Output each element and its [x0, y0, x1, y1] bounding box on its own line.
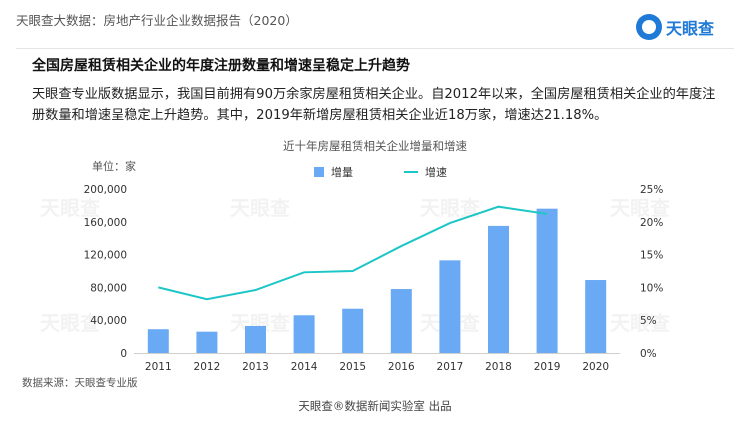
- x-tick-label: 2020: [582, 361, 609, 373]
- y-left-tick-label: 160,000: [84, 217, 127, 229]
- body-paragraph: 天眼查专业版数据显示，我国目前拥有90万余家房屋租赁相关企业。自2012年以来，…: [32, 87, 716, 123]
- y-left-tick-label: 80,000: [90, 282, 127, 294]
- bar-2018: [488, 225, 509, 353]
- y-right-tick-label: 10%: [640, 282, 663, 294]
- x-tick-label: 2011: [145, 361, 172, 373]
- x-tick-label: 2013: [242, 361, 269, 373]
- y-left-tick-label: 200,000: [84, 184, 127, 196]
- bar-2016: [390, 289, 412, 353]
- watermark-text: 天眼查: [40, 196, 100, 220]
- brand-logo: 天眼查: [635, 14, 714, 40]
- y-right-tick-label: 0%: [640, 348, 657, 360]
- y-right-tick-label: 20%: [640, 217, 663, 229]
- unit-label: 单位：家: [92, 159, 136, 173]
- section-headline: 全国房屋租赁相关企业的年度注册数量和增速呈稳定上升趋势: [32, 58, 410, 74]
- x-tick-label: 2016: [388, 361, 415, 373]
- bar-2015: [342, 308, 364, 353]
- y-left-tick-label: 120,000: [84, 250, 127, 262]
- bar-2013: [245, 325, 266, 353]
- logo-icon: [635, 14, 662, 40]
- x-tick-label: 2019: [534, 361, 561, 373]
- y-left-tick-label: 40,000: [90, 315, 127, 327]
- watermark-text: 天眼查: [610, 196, 670, 220]
- x-tick-label: 2017: [437, 361, 464, 373]
- report-title: 天眼查大数据：房地产行业企业数据报告（2020）: [16, 13, 298, 28]
- y-right-tick-label: 15%: [640, 250, 663, 262]
- watermark-text: 天眼查: [40, 311, 100, 335]
- y-right-tick-label: 5%: [640, 315, 657, 327]
- credit-line: 天眼查®数据新闻实验室 出品: [298, 399, 452, 413]
- legend-swatch-bar: [314, 167, 324, 177]
- y-right-tick-label: 25%: [640, 184, 663, 196]
- x-tick-label: 2012: [194, 361, 221, 373]
- bar-2019: [536, 208, 558, 353]
- bar-2020: [585, 280, 607, 353]
- header-divider: [16, 48, 734, 49]
- bar-2012: [196, 331, 218, 353]
- y-left-tick-label: 0: [120, 348, 127, 360]
- x-tick-label: 2018: [485, 361, 512, 373]
- logo-text: 天眼查: [665, 19, 714, 38]
- bar-2011: [147, 329, 169, 353]
- data-source: 数据来源：天眼查专业版: [22, 377, 138, 389]
- legend-label-bar: 增量: [331, 165, 353, 179]
- bar-2014: [293, 315, 315, 353]
- x-tick-label: 2014: [291, 361, 318, 373]
- legend-label-line: 增速: [425, 165, 447, 179]
- chart-title: 近十年房屋租赁相关企业增量和增速: [283, 139, 467, 153]
- x-tick-label: 2015: [339, 361, 366, 373]
- watermark-text: 天眼查: [610, 311, 670, 335]
- watermark-text: 天眼查: [230, 196, 290, 220]
- bar-2017: [439, 260, 461, 353]
